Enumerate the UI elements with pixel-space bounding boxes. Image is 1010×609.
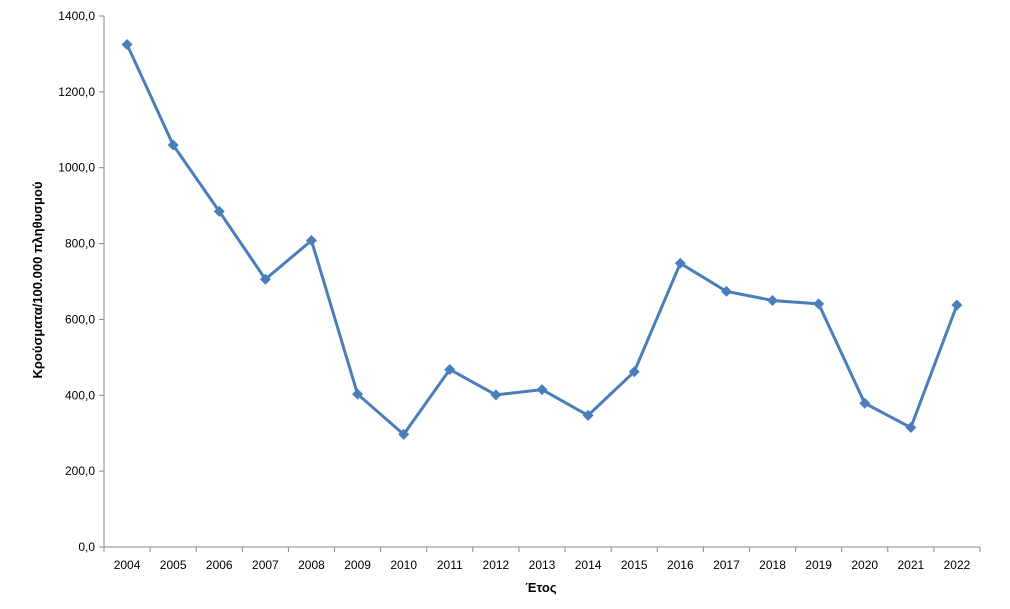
y-tick-label: 200,0 [65, 464, 95, 478]
data-point-marker [305, 235, 317, 247]
data-point-marker [213, 205, 225, 217]
data-point-marker [628, 366, 640, 378]
data-point-marker [767, 294, 779, 306]
y-tick-label: 1000,0 [58, 161, 95, 175]
x-tick-label: 2019 [805, 558, 832, 572]
x-tick-label: 2005 [160, 558, 187, 572]
x-tick-label: 2016 [667, 558, 694, 572]
series-layer [121, 38, 963, 440]
x-tick-label: 2004 [114, 558, 141, 572]
x-axis-ticks: 2004 2005 2006 2007 2008 2009 2010 2011 2012 2013… [103, 547, 981, 572]
x-tick-label: 2014 [575, 558, 602, 572]
data-point-marker [951, 299, 963, 311]
y-tick-label: 1200,0 [58, 85, 95, 99]
data-point-marker [720, 285, 732, 297]
y-tick-label: 1400,0 [58, 9, 95, 23]
x-tick-label: 2011 [437, 558, 463, 572]
x-tick-label: 2020 [851, 558, 878, 572]
x-tick-label: 2021 [897, 558, 924, 572]
series-line [125, 43, 959, 436]
data-point-marker [352, 388, 364, 400]
data-point-marker [859, 397, 871, 409]
x-tick-label: 2006 [206, 558, 233, 572]
x-tick-label: 2017 [713, 558, 740, 572]
x-tick-label: 2012 [483, 558, 510, 572]
y-tick-label: 800,0 [65, 237, 95, 251]
x-tick-label: 2009 [344, 558, 371, 572]
data-point-marker [536, 384, 548, 396]
y-tick-label: 0,0 [78, 540, 95, 554]
data-point-marker [167, 139, 179, 151]
x-tick-label: 2015 [621, 558, 648, 572]
data-point-marker [398, 428, 410, 440]
data-point-marker [582, 409, 594, 421]
data-point-marker [813, 298, 825, 310]
y-tick-label: 600,0 [65, 312, 95, 326]
data-point-marker [444, 363, 456, 375]
y-axis-ticks: 0,0 200,0 400,0 600,0 800,0 1000,0 1200,0 1400,… [58, 9, 104, 554]
x-axis-title: Έτος [525, 580, 556, 595]
data-point-marker [490, 389, 502, 401]
x-tick-label: 2010 [390, 558, 417, 572]
y-tick-label: 400,0 [65, 388, 95, 402]
x-tick-label: 2022 [944, 558, 971, 572]
x-tick-label: 2008 [298, 558, 325, 572]
x-tick-label: 2018 [759, 558, 786, 572]
data-point-marker [905, 422, 917, 434]
data-point-marker [674, 257, 686, 269]
y-axis-title: Κρούσματα/100.000 πληθυσμού [30, 181, 45, 378]
data-point-marker [259, 273, 271, 285]
data-point-marker [121, 38, 133, 50]
x-tick-label: 2013 [529, 558, 556, 572]
x-tick-label: 2007 [252, 558, 279, 572]
